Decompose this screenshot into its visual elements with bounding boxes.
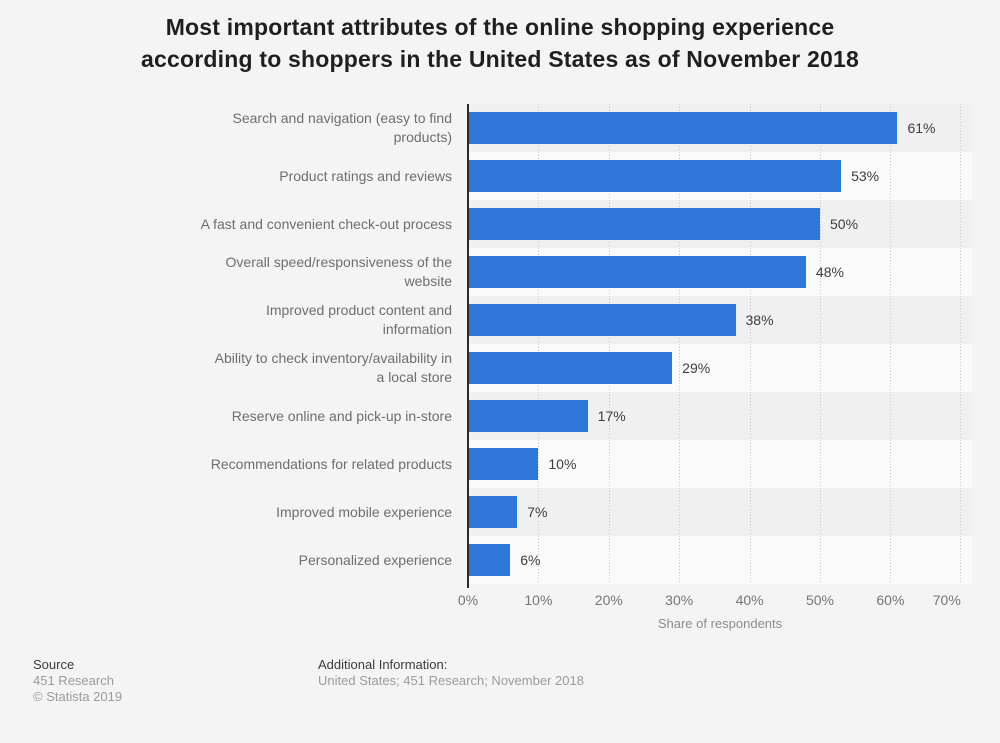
source-block: Source 451 Research © Statista 2019 [33, 656, 122, 705]
chart-row: Overall speed/responsiveness of the websi… [0, 248, 1000, 296]
additional-info-text: United States; 451 Research; November 20… [318, 673, 584, 688]
category-label: Improved mobile experience [276, 503, 452, 520]
additional-info-block: Additional Information: United States; 4… [318, 656, 584, 689]
bar [468, 112, 898, 144]
chart-row: Personalized experience 6% [0, 536, 1000, 584]
category-label: Reserve online and pick-up in-store [231, 407, 452, 424]
plot-cell: 48% [468, 248, 972, 296]
chart-row: Ability to check inventory/availability … [0, 344, 1000, 392]
x-axis: 0% 10% 20% 30% 40% 50% 60% 70% [458, 584, 972, 608]
bar [468, 160, 842, 192]
bar [468, 208, 820, 240]
category-label: Recommendations for related products [210, 455, 452, 472]
x-tick-label: 20% [594, 592, 623, 608]
category-label: Product ratings and reviews [279, 167, 452, 184]
plot-cell: 6% [468, 536, 972, 584]
value-label: 48% [815, 264, 844, 280]
category-label: Personalized experience [298, 551, 452, 568]
bar [468, 544, 511, 576]
x-tick-label: 70% [932, 592, 961, 608]
x-tick-label: 60% [876, 592, 905, 608]
plot-cell: 50% [468, 200, 972, 248]
source-name: 451 Research [33, 673, 114, 688]
category-label: Ability to check inventory/availability … [214, 350, 452, 385]
value-label: 10% [548, 456, 577, 472]
value-label: 61% [907, 120, 936, 136]
bar [468, 400, 588, 432]
copyright-statista: © Statista 2019 [33, 689, 123, 704]
chart-row: Search and navigation (easy to find produ… [0, 104, 1000, 152]
x-tick-label: 0% [457, 592, 479, 608]
plot-cell: 29% [468, 344, 972, 392]
chart-row: Improved mobile experience 7% [0, 488, 1000, 536]
chart-row: Reserve online and pick-up in-store 17% [0, 392, 1000, 440]
bar [468, 304, 736, 336]
category-label: Search and navigation (easy to find produ… [232, 110, 452, 145]
chart-title: Most important attributes of the online … [0, 0, 1000, 75]
chart-row: A fast and convenient check-out process 5… [0, 200, 1000, 248]
value-label: 38% [745, 312, 774, 328]
x-tick-label: 10% [524, 592, 553, 608]
value-label: 7% [527, 504, 548, 520]
chart-rows: Search and navigation (easy to find produ… [0, 104, 1000, 584]
additional-info-heading: Additional Information: [318, 657, 448, 672]
chart-title-line2: according to shoppers in the United Stat… [141, 46, 859, 72]
x-axis-title-row: Share of respondents [468, 615, 972, 633]
value-label: 29% [682, 360, 711, 376]
bar [468, 256, 806, 288]
x-axis-title: Share of respondents [657, 616, 783, 631]
value-label: 6% [520, 552, 541, 568]
plot-cell: 10% [468, 440, 972, 488]
source-heading: Source [33, 657, 75, 672]
x-tick-label: 40% [735, 592, 764, 608]
plot-cell: 38% [468, 296, 972, 344]
x-tick-label: 30% [665, 592, 694, 608]
chart-area: Search and navigation (easy to find produ… [0, 104, 1000, 633]
y-axis-line [467, 104, 469, 588]
value-label: 53% [851, 168, 880, 184]
category-label: Overall speed/responsiveness of the websi… [225, 254, 452, 289]
bar [468, 496, 518, 528]
plot-cell: 53% [468, 152, 972, 200]
x-tick-label: 50% [805, 592, 835, 608]
value-label: 50% [830, 216, 859, 232]
category-label: Improved product content and information [265, 302, 452, 337]
chart-row: Improved product content and information 3… [0, 296, 1000, 344]
bar [468, 448, 539, 480]
chart-row: Product ratings and reviews 53% [0, 152, 1000, 200]
chart-title-line1: Most important attributes of the online … [165, 14, 835, 40]
category-label: A fast and convenient check-out process [200, 215, 452, 232]
plot-cell: 61% [468, 104, 972, 152]
chart-row: Recommendations for related products 10% [0, 440, 1000, 488]
plot-cell: 7% [468, 488, 972, 536]
value-label: 17% [597, 408, 626, 424]
bar [468, 352, 673, 384]
plot-cell: 17% [468, 392, 972, 440]
